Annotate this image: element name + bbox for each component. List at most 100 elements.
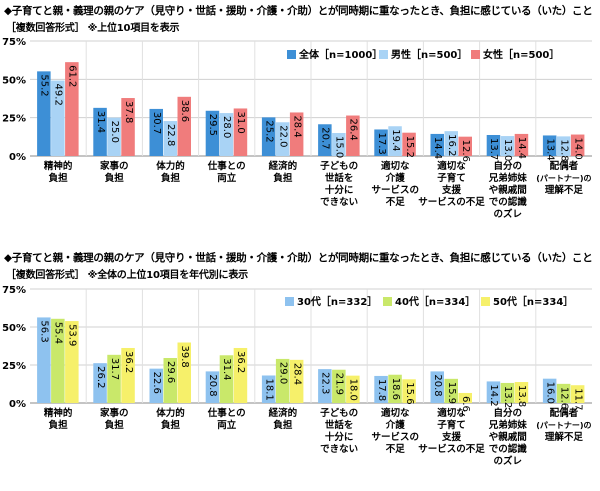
- data-label: 22.8: [165, 124, 176, 146]
- category-label: 適切な: [381, 160, 410, 172]
- category-label: や親戚間: [489, 431, 527, 443]
- category-label: 仕事との: [207, 160, 246, 172]
- category-label: 子育て: [437, 172, 466, 184]
- legend-swatch: [481, 297, 490, 306]
- data-label: 22.3: [320, 372, 331, 394]
- data-label: 28.0: [221, 116, 232, 138]
- data-label: 11.7: [572, 388, 583, 410]
- category-label: サービスの不足: [418, 196, 485, 208]
- legend-swatch: [379, 50, 388, 59]
- bar: [500, 136, 515, 156]
- category-label: 適切な: [437, 160, 466, 172]
- chart-section-gender: ◆子育てと親・義理の親のケア（見守り・世話・援助・介護・介助）とが同時期に重なっ…: [0, 0, 600, 245]
- category-label: 負担: [273, 419, 293, 431]
- data-label: 25.0: [109, 121, 120, 143]
- data-label: 28.4: [291, 363, 302, 385]
- bar: [318, 124, 332, 156]
- bar: [65, 321, 79, 403]
- bar: [37, 317, 51, 403]
- category-label: 十分に: [325, 184, 354, 196]
- bar: [163, 121, 177, 156]
- category-label: 自分の: [493, 160, 522, 172]
- bar: [388, 374, 402, 403]
- category-label: 理解不足: [545, 184, 584, 196]
- data-label: 19.4: [390, 129, 401, 151]
- category-label: 負担: [273, 172, 293, 184]
- category-label: 負担: [49, 172, 69, 184]
- category-label: 子育て: [437, 419, 466, 431]
- data-label: 16.2: [446, 134, 457, 156]
- data-label: 20.8: [432, 374, 443, 396]
- category-label: 経済的: [269, 160, 298, 172]
- bar: [458, 136, 472, 156]
- legend-swatch: [471, 50, 480, 59]
- category-label: 精神的: [44, 407, 73, 419]
- y-tick-label: 25%: [2, 114, 26, 125]
- category-label: 負担: [105, 419, 125, 431]
- bar: [51, 318, 65, 403]
- bar: [219, 355, 234, 403]
- bar: [402, 132, 416, 156]
- bar: [374, 129, 388, 156]
- data-label: 55.2: [39, 74, 50, 96]
- bar: [500, 382, 515, 403]
- bar: [289, 112, 304, 156]
- category-label: 体力的: [156, 160, 185, 172]
- category-label: 世話を: [325, 172, 354, 184]
- category-label: や親戚間: [489, 184, 527, 196]
- data-label: 13.2: [502, 386, 513, 408]
- data-label: 14.4: [432, 137, 443, 159]
- bar: [107, 117, 121, 156]
- bar: [233, 347, 248, 403]
- category-label: 両立: [217, 419, 237, 431]
- bar: [486, 381, 501, 403]
- data-label: 20.8: [207, 374, 218, 396]
- category-label: での認識: [489, 196, 528, 208]
- category-label: 兄弟姉妹: [488, 172, 528, 184]
- category-label: 負担: [49, 419, 69, 431]
- data-label: 18.6: [390, 378, 401, 400]
- chart-subtitle: ［複数回答形式］ ※上位10項目を表示: [6, 23, 180, 34]
- bar: [402, 379, 416, 403]
- bar: [219, 113, 234, 156]
- data-label: 16.0: [544, 382, 555, 404]
- bar: [93, 107, 107, 156]
- category-label: 負担: [161, 172, 181, 184]
- category-label: 介護: [385, 419, 406, 431]
- data-label: 15.2: [404, 136, 415, 158]
- data-label: 39.8: [179, 346, 190, 368]
- bar: [261, 117, 276, 156]
- bar: [149, 108, 163, 156]
- bar: [121, 347, 135, 403]
- category-label: 配偶者: [550, 407, 579, 419]
- bar: [37, 71, 51, 156]
- data-label: 31.0: [235, 111, 246, 133]
- data-label: 15.0: [334, 136, 345, 158]
- bar: [542, 378, 557, 403]
- category-label: 自分の: [493, 407, 522, 419]
- data-label: 31.7: [109, 358, 120, 380]
- data-label: 17.3: [376, 132, 387, 154]
- y-tick-label: 75%: [2, 285, 26, 296]
- data-label: 12.6: [460, 140, 471, 162]
- category-label: サービスの: [372, 431, 420, 443]
- category-label: (パートナー)の: [536, 420, 591, 430]
- data-label: 28.4: [291, 115, 302, 137]
- data-label: 14.0: [572, 138, 583, 160]
- chart-section-age: ◆子育てと親・義理の親のケア（見守り・世話・援助・介護・介助）とが同時期に重なっ…: [0, 245, 600, 491]
- bar: [275, 358, 290, 403]
- bar: [149, 368, 163, 403]
- data-label: 18.0: [348, 379, 359, 401]
- data-label: 36.2: [235, 351, 246, 373]
- data-label: 6.6: [460, 396, 471, 412]
- data-label: 26.4: [348, 119, 359, 141]
- category-label: 体力的: [156, 407, 185, 419]
- data-label: 25.2: [263, 120, 274, 142]
- y-tick-label: 50%: [2, 323, 26, 334]
- category-label: 負担: [105, 172, 125, 184]
- category-label: 介護: [385, 172, 406, 184]
- category-label: 適切な: [381, 407, 410, 419]
- data-label: 12.8: [558, 139, 569, 161]
- category-label: 理解不足: [545, 431, 584, 443]
